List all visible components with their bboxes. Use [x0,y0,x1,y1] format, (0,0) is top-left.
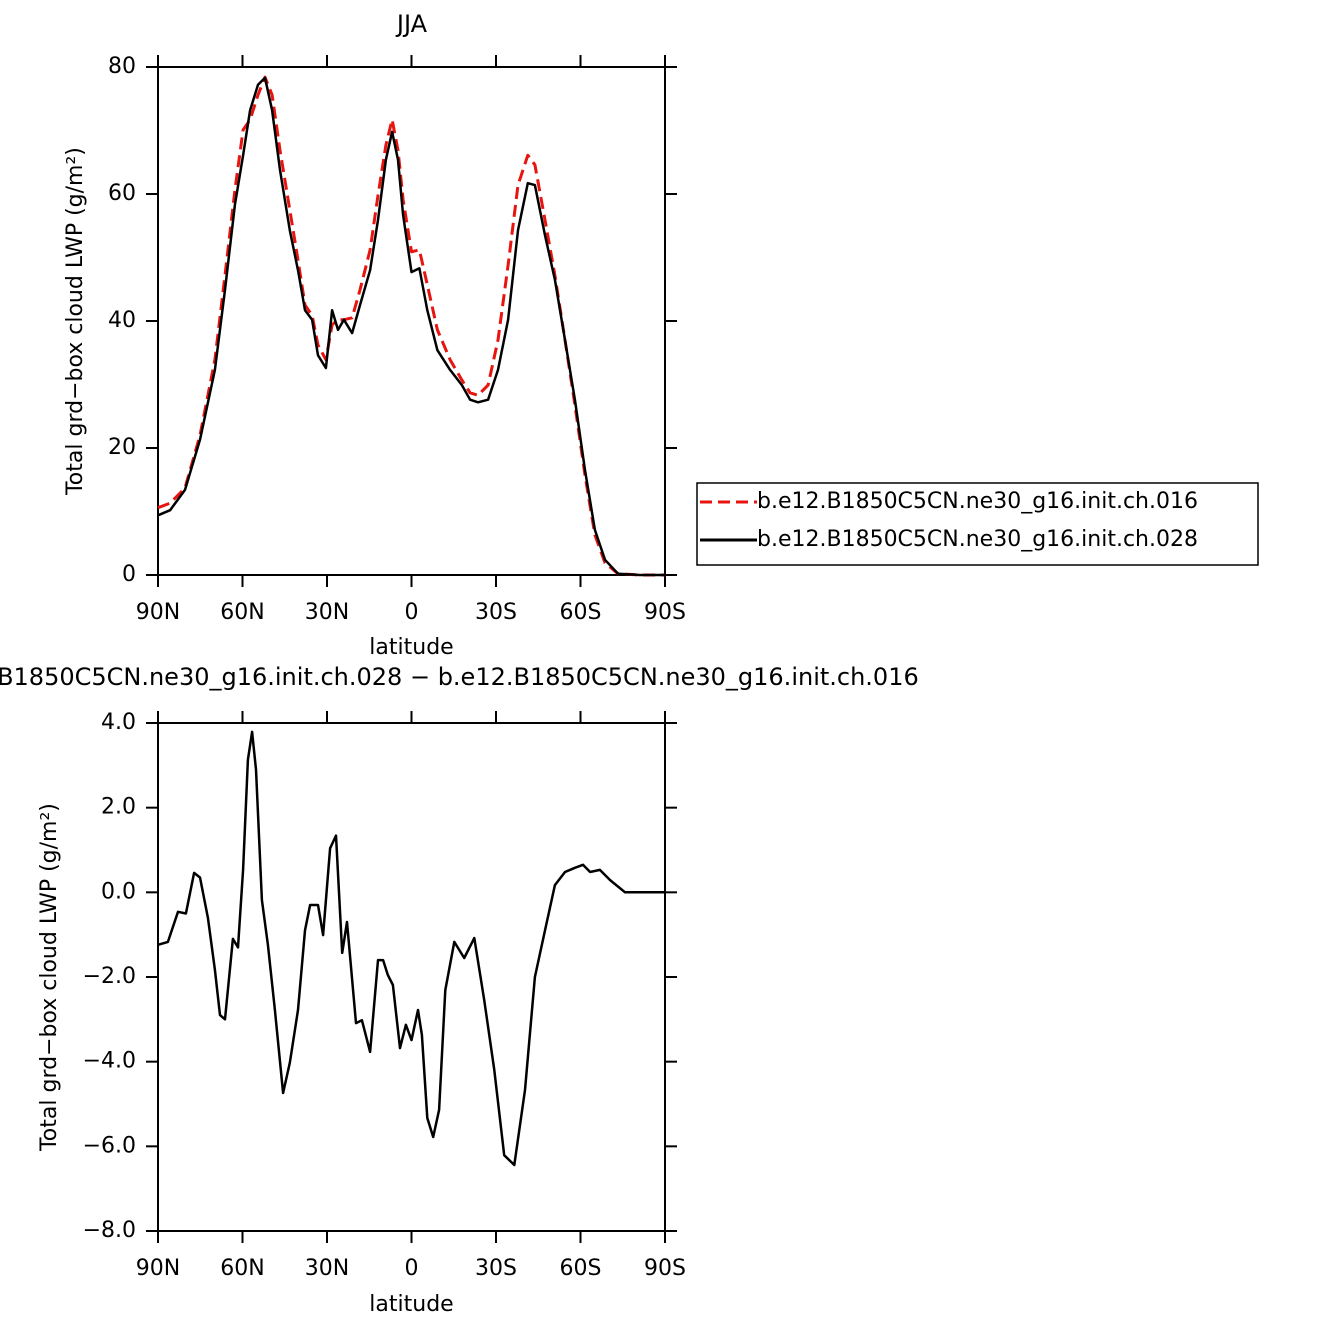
x-tick-label: 60N [220,1256,264,1281]
x-tick-label: 90S [644,600,686,625]
x-tick-label: 30S [475,1256,517,1281]
x-tick-label: 60S [560,1256,602,1281]
data-line [157,76,665,577]
x-tick-label: 90N [136,600,180,625]
y-tick-label: 4.0 [101,710,136,735]
legend-box [696,482,1259,566]
y-axis-label: Total grd−box cloud LWP (g/m²) [63,147,88,496]
x-axis-label: latitude [369,1292,453,1317]
x-tick-label: 60N [220,600,264,625]
y-tick-label: −4.0 [83,1049,136,1074]
x-tick-label: 30S [475,600,517,625]
plot-frame [157,722,666,1232]
x-tick-label: 30N [305,600,349,625]
x-tick-label: 0 [405,600,419,625]
y-tick-label: −8.0 [83,1218,136,1243]
y-tick-label: 60 [108,181,136,206]
x-tick-label: 60S [560,600,602,625]
legend-label: b.e12.B1850C5CN.ne30_g16.init.ch.016 [757,489,1198,514]
y-tick-label: 80 [108,54,136,79]
x-tick-label: 90N [136,1256,180,1281]
x-axis-label: latitude [369,635,453,660]
y-tick-label: −6.0 [83,1133,136,1158]
data-line [157,730,665,1167]
chart-title: b.e12.B1850C5CN.ne30_g16.init.ch.028 − b… [0,663,919,691]
y-tick-label: 40 [108,308,136,333]
y-tick-label: 2.0 [101,795,136,820]
data-line [157,75,665,577]
y-tick-label: 0.0 [101,879,136,904]
plot-frame [157,66,666,576]
x-tick-label: 30N [305,1256,349,1281]
y-tick-label: −2.0 [83,964,136,989]
legend-label: b.e12.B1850C5CN.ne30_g16.init.ch.028 [757,527,1198,552]
x-tick-label: 90S [644,1256,686,1281]
x-tick-label: 0 [405,1256,419,1281]
y-tick-label: 20 [108,435,136,460]
chart-title: JJA [395,10,428,38]
y-tick-label: 0 [122,562,136,587]
y-axis-label: Total grd−box cloud LWP (g/m²) [37,803,62,1152]
